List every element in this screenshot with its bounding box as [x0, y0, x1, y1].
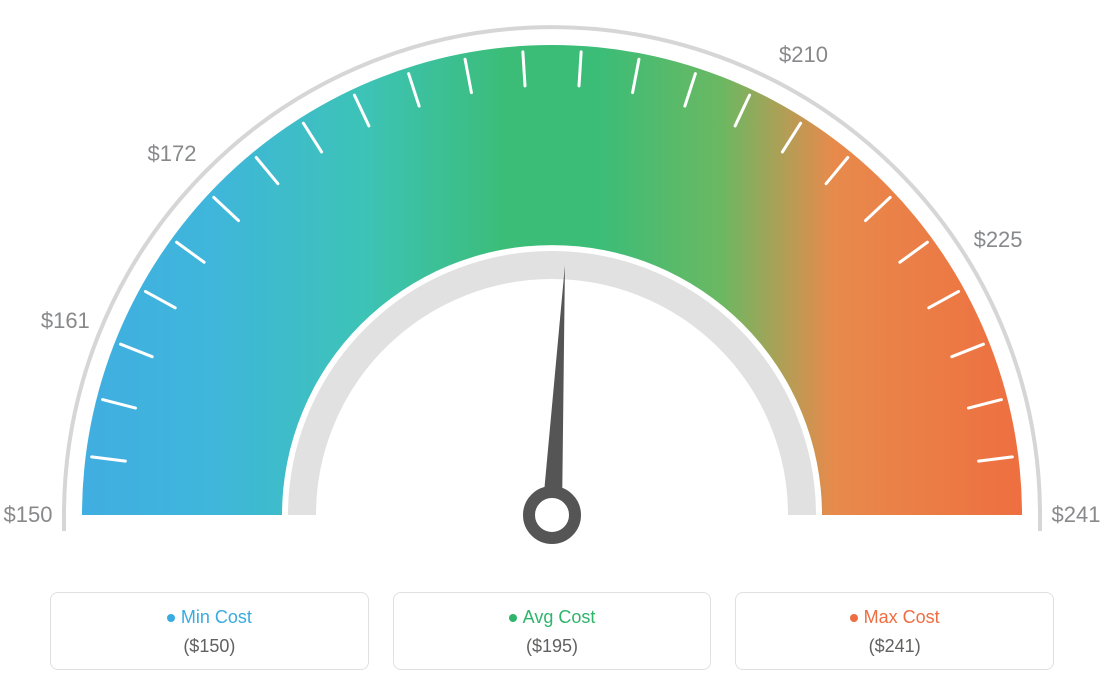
gauge-tick-label: $150 — [4, 502, 53, 528]
legend-max-label: Max Cost — [864, 607, 940, 627]
legend-avg: Avg Cost ($195) — [393, 592, 712, 670]
legend-min: Min Cost ($150) — [50, 592, 369, 670]
cost-gauge-chart: $150 $161 $172 $195 $210 $225 $241 Min Cost ($… — [0, 0, 1104, 690]
gauge-area: $150 $161 $172 $195 $210 $225 $241 — [0, 0, 1104, 560]
legend-avg-value: ($195) — [404, 636, 701, 657]
legend-max-title: Max Cost — [746, 607, 1043, 628]
legend-min-title: Min Cost — [61, 607, 358, 628]
legend-row: Min Cost ($150) Avg Cost ($195) Max Cost… — [50, 592, 1054, 670]
legend-avg-label: Avg Cost — [523, 607, 596, 627]
gauge-tick-label: $195 — [518, 0, 567, 4]
dot-icon — [509, 614, 517, 622]
dot-icon — [167, 614, 175, 622]
gauge-svg — [0, 0, 1104, 560]
gauge-tick-label: $210 — [779, 42, 828, 68]
gauge-tick-label: $225 — [974, 227, 1023, 253]
legend-max: Max Cost ($241) — [735, 592, 1054, 670]
legend-max-value: ($241) — [746, 636, 1043, 657]
legend-avg-title: Avg Cost — [404, 607, 701, 628]
gauge-tick-label: $161 — [41, 308, 90, 334]
dot-icon — [850, 614, 858, 622]
gauge-tick-label: $241 — [1052, 502, 1101, 528]
gauge-tick-label: $172 — [148, 141, 197, 167]
legend-min-label: Min Cost — [181, 607, 252, 627]
legend-min-value: ($150) — [61, 636, 358, 657]
